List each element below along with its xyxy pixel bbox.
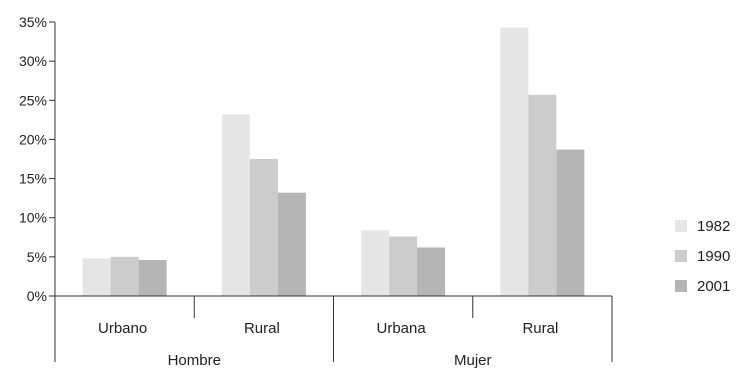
y-tick-label: 25%	[19, 92, 47, 108]
bar-1990-urbana-2	[389, 236, 418, 296]
x-category-label: Rural	[244, 320, 280, 337]
legend-swatch-2001	[675, 280, 687, 292]
x-category-label: Urbano	[98, 320, 147, 337]
bar-2001-rural-1	[277, 192, 306, 296]
bar-1982-urbana-2	[361, 230, 390, 296]
y-tick-label: 30%	[19, 53, 47, 69]
legend-label-1982: 1982	[697, 218, 730, 235]
bar-2001-urbano-0	[138, 259, 167, 296]
bar-1990-urbano-0	[110, 256, 139, 296]
bar-1982-rural-1	[221, 114, 250, 297]
legend-label-1990: 1990	[697, 248, 730, 265]
y-axis: 0% 5% 10% 15% 20% 25% 30% 35%	[19, 14, 56, 304]
bar-1982-rural-3	[500, 27, 529, 296]
y-tick-label: 20%	[19, 131, 47, 147]
x-group-label: Hombre	[168, 352, 221, 368]
bar-2001-rural-3	[556, 149, 585, 296]
bar-1982-urbano-0	[82, 258, 111, 296]
x-axis: Urbano Rural Urbana Rural Hombre Mujer	[54, 295, 613, 368]
y-tick-label: 35%	[19, 14, 47, 30]
bar-1990-rural-1	[249, 159, 278, 296]
bar-2001-urbana-2	[417, 247, 446, 296]
y-tick-label: 15%	[19, 171, 47, 187]
legend-swatch-1990	[675, 250, 687, 262]
bar-1990-rural-3	[528, 94, 557, 296]
legend: 1982 1990 2001	[675, 218, 730, 295]
y-tick-label: 5%	[27, 249, 47, 265]
legend-swatch-1982	[675, 220, 687, 232]
x-category-label: Rural	[522, 320, 558, 337]
y-tick-label: 0%	[27, 288, 47, 304]
x-category-label: Urbana	[377, 320, 427, 337]
legend-label-2001: 2001	[697, 278, 730, 295]
x-group-label: Mujer	[454, 352, 492, 368]
bars	[82, 27, 585, 297]
y-tick-label: 10%	[19, 210, 47, 226]
